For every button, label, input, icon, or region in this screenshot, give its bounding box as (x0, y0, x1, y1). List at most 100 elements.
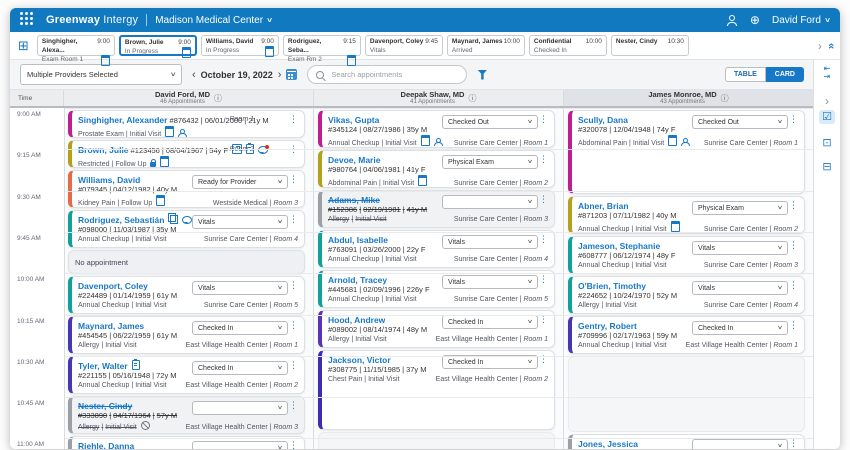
patient-name-link[interactable]: Adams, Mike (328, 195, 380, 205)
chips-next-icon[interactable]: › (817, 38, 822, 53)
more-options-icon[interactable]: ⋮ (789, 200, 798, 210)
provider-column-header[interactable]: James Monroe, MD 43 Appointments ⓘ (564, 90, 814, 106)
more-options-icon[interactable]: ⋮ (789, 114, 798, 124)
search-input[interactable] (329, 69, 459, 80)
patient-name-link[interactable]: O'Brien, Timothy (578, 281, 646, 291)
patient-chip[interactable]: Williams, David 9:00 In Progress (200, 35, 279, 57)
patient-name-link[interactable]: Davenport, Coley (78, 281, 148, 291)
appointment-card[interactable]: ⋮ Tyler, Walter Checked In ∨ #221155 | 05/16/1… (68, 356, 305, 394)
status-dropdown[interactable]: ∨ (692, 439, 788, 449)
patient-name-link[interactable]: Riehle, Danna (78, 441, 135, 449)
more-options-icon[interactable]: ⋮ (789, 240, 798, 250)
patient-name-link[interactable]: Williams, David (78, 175, 141, 185)
status-dropdown[interactable]: Checked In ∨ (442, 315, 538, 329)
patient-name-link[interactable]: Devoe, Marie (328, 155, 381, 165)
status-dropdown[interactable]: Ready for Provider ∨ (192, 175, 288, 189)
more-options-icon[interactable]: ⋮ (289, 114, 298, 124)
patient-name-link[interactable]: Scully, Dana (578, 115, 628, 125)
patient-name-link[interactable]: Tyler, Walter (78, 361, 128, 371)
status-dropdown[interactable]: Vitals ∨ (442, 275, 538, 289)
status-dropdown[interactable]: ∨ (192, 401, 288, 415)
status-dropdown[interactable]: ∨ (442, 195, 538, 209)
appointment-card[interactable]: ⋮ Abdul, Isabelle Vitals ∨ #763091 | 03/26/200… (318, 230, 555, 268)
appointment-card[interactable]: ⋮ Jameson, Stephanie Vitals ∨ #608777 | 06/12/… (568, 236, 805, 274)
appointment-card[interactable]: ⋮ Maynard, James Checked In ∨ #454545 | 06/22/… (68, 316, 305, 354)
appointment-card[interactable]: ⋮Brown, Julie #123456|08/04/1967|54y FRo… (68, 140, 305, 168)
status-dropdown[interactable]: Vitals ∨ (192, 281, 288, 295)
globe-icon[interactable]: ⊕ (749, 13, 760, 27)
collapse-tabs-icon[interactable]: « (824, 42, 837, 49)
table-view-button[interactable]: TABLE (724, 67, 766, 82)
next-provider-icon[interactable]: › (825, 94, 829, 108)
appointment-card[interactable]: ⋮ Davenport, Coley Vitals ∨ #224489 | 01/14/19… (68, 276, 305, 314)
patient-chip[interactable]: Nester, Cindy 10:30 (610, 35, 689, 56)
patient-chip[interactable]: Rodriguez, Seba... 9:15 Exam Rm 2 (282, 35, 361, 66)
filter-funnel-icon[interactable] (477, 69, 488, 80)
status-dropdown[interactable]: Checked In ∨ (192, 321, 288, 335)
rooms-view-icon[interactable]: ⊡ (822, 137, 832, 149)
status-dropdown[interactable]: Vitals ∨ (692, 241, 788, 255)
appointment-card[interactable]: ⋮ Riehle, Danna ∨ (68, 436, 305, 449)
more-options-icon[interactable]: ⋮ (289, 400, 298, 410)
more-options-icon[interactable]: ⋮ (289, 174, 298, 184)
patient-name-link[interactable]: Vikas, Gupta (328, 115, 380, 125)
more-options-icon[interactable]: ⋮ (289, 360, 298, 370)
status-dropdown[interactable]: Physical Exam ∨ (692, 201, 788, 215)
patient-name-link[interactable]: Maynard, James (78, 321, 145, 331)
schedule-grid-icon[interactable]: ⊞ (18, 37, 29, 53)
patient-name-link[interactable]: Hood, Andrew (328, 315, 386, 325)
patient-name-link[interactable]: Arnold, Tracey (328, 275, 388, 285)
more-options-icon[interactable]: ⋮ (539, 114, 548, 124)
more-options-icon[interactable]: ⋮ (539, 354, 548, 364)
patient-name-link[interactable]: Nester, Cindy (78, 401, 133, 411)
appointment-card[interactable]: ⋮ Singhigher, Alexander #876432 | 06/01/200… (68, 110, 305, 138)
appointment-card[interactable]: ⋮ Scully, Dana Checked Out ∨ #320078 | 12/04/1… (568, 110, 805, 194)
patient-chip[interactable]: Singhigher, Alexa... 9:00 Exam Room 1 (36, 35, 115, 66)
patient-name-link[interactable]: Gentry, Robert (578, 321, 637, 331)
appointment-card[interactable]: ⋮ O'Brien, Timothy Vitals ∨ #224652 | 10/24/19… (568, 276, 805, 314)
appointments-view-icon[interactable]: ☑ (814, 110, 840, 124)
calendar-picker-icon[interactable] (286, 69, 298, 80)
status-dropdown[interactable]: Checked Out ∨ (442, 115, 538, 129)
patients-view-icon[interactable]: ⊟ (822, 161, 832, 173)
more-options-icon[interactable]: ⋮ (289, 440, 298, 450)
patient-name-link[interactable]: Abner, Brian (578, 201, 629, 211)
patient-name-link[interactable]: Jameson, Stephanie (578, 241, 661, 251)
next-day-icon[interactable]: › (277, 68, 282, 81)
patient-name-link[interactable]: Jones, Jessica (578, 439, 639, 449)
patient-search-icon[interactable] (726, 14, 738, 26)
status-dropdown[interactable]: Physical Exam ∨ (442, 155, 538, 169)
status-dropdown[interactable]: Checked In ∨ (692, 321, 788, 335)
status-dropdown[interactable]: Vitals ∨ (692, 281, 788, 295)
appointment-card[interactable]: ⋮ Jackson, Victor Checked In ∨ #308775 | 11/15… (318, 350, 555, 430)
appointment-card[interactable]: ⋮ Williams, David Ready for Provider ∨ #0793… (68, 170, 305, 208)
appointment-card[interactable]: ⋮ Rodriguez, Sebastián Vitals ∨ #098000 | 11/0… (68, 210, 305, 248)
status-dropdown[interactable]: Checked In ∨ (442, 355, 538, 369)
patient-name-link[interactable]: Singhigher, Alexander (78, 115, 168, 125)
more-options-icon[interactable]: ⋮ (789, 320, 798, 330)
info-icon[interactable]: ⓘ (214, 93, 222, 103)
appointment-card[interactable]: ⋮ Arnold, Tracey Vitals ∨ #445681 | 02/09/1996… (318, 270, 555, 308)
provider-column-header[interactable]: Deepak Shaw, MD 41 Appointments ⓘ (314, 90, 564, 106)
provider-column-header[interactable]: David Ford, MD 46 Appointments ⓘ (64, 90, 314, 106)
patient-name-link[interactable]: Rodriguez, Sebastián (78, 215, 165, 225)
status-dropdown[interactable]: ∨ (192, 441, 288, 449)
app-launcher-icon[interactable] (20, 11, 38, 29)
status-dropdown[interactable]: Checked In ∨ (192, 361, 288, 375)
user-menu[interactable]: David Ford ∨ (772, 15, 831, 26)
more-options-icon[interactable]: ⋮ (289, 214, 298, 224)
status-dropdown[interactable]: Vitals ∨ (442, 235, 538, 249)
collapse-panel-icon[interactable]: ⇤ ⇥ (823, 64, 831, 81)
patient-chip[interactable]: Maynard, James 10:00 Arrived (446, 35, 525, 56)
status-dropdown[interactable]: Checked Out ∨ (692, 115, 788, 129)
more-options-icon[interactable]: ⋮ (289, 320, 298, 330)
status-dropdown[interactable]: Vitals ∨ (192, 215, 288, 229)
more-options-icon[interactable]: ⋮ (539, 314, 548, 324)
clinic-selector[interactable]: Madison Medical Center ∨ (155, 15, 273, 26)
patient-name-link[interactable]: Jackson, Victor (328, 355, 391, 365)
info-icon[interactable]: ⓘ (720, 93, 729, 103)
more-options-icon[interactable]: ⋮ (539, 234, 548, 244)
more-options-icon[interactable]: ⋮ (789, 280, 798, 290)
appointment-card[interactable]: ⋮ Vikas, Gupta Checked Out ∨ #345124 | 08/27/1… (318, 110, 555, 148)
